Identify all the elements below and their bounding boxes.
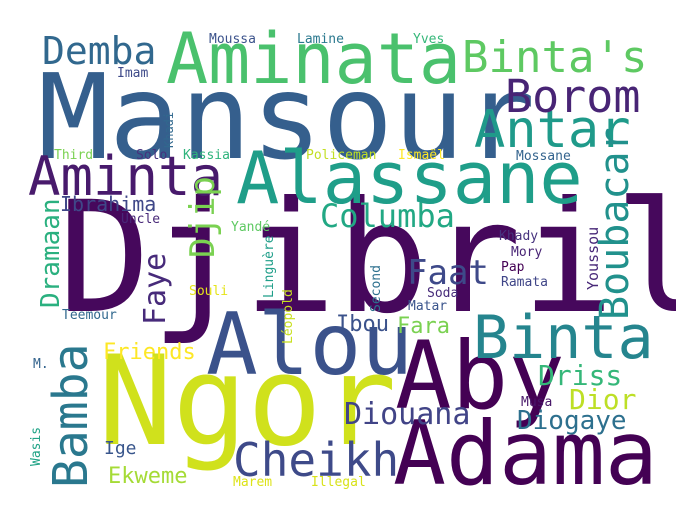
word-faye: Faye [138,252,173,325]
word-dior: Dior [569,383,637,416]
word-ismael: Ismaël [398,148,445,163]
word-yande: Yandé [231,220,271,235]
word-linguere: Linguère [262,235,277,298]
word-aby: Aby [395,322,565,431]
word-m: M. [33,357,49,372]
word-aminata: Aminata [166,18,462,100]
word-marem: Marem [233,475,273,490]
word-borom: Borom [505,70,641,123]
word-ibrahima: Ibrahima [60,192,157,216]
word-djip: Djip [183,176,223,258]
word-khadi: Khadi [162,111,176,148]
word-djibril: Djibril [58,169,676,348]
word-imam: Imam [117,66,149,81]
word-uncle: Uncle [121,212,161,227]
word-ibou: Ibou [336,312,389,337]
word-third: Third [54,148,94,163]
word-lamine: Lamine [297,32,344,47]
word-faat: Faat [407,253,489,293]
word-teemour: Teemour [62,308,117,323]
word-alou: Alou [206,295,414,395]
word-solo: Solo [136,148,168,163]
word-illegal: Illegal [311,475,366,490]
word-souli: Souli [189,284,229,299]
word-mory: Mory [511,245,543,260]
word-aminta: Aminta [28,145,224,208]
word-adama: Adama [393,402,658,505]
word-demba: Demba [42,29,157,73]
word-second: Second [369,265,384,312]
word-binta: Binta [473,303,654,373]
word-youssou: Youssou [584,226,602,290]
word-alassane: Alassane [236,136,583,220]
word-soda: Soda [427,286,459,301]
word-khady: Khady [499,229,539,244]
word-bintas: Binta's [462,32,648,83]
word-cheikh: Cheikh [233,433,400,487]
word-fara: Fara [397,314,450,339]
word-wasis: Wasis [29,426,44,466]
word-moussa: Moussa [209,32,256,47]
word-ngor: Ngor [98,330,397,474]
word-leopold: Léopold [281,289,296,344]
word-antar: Antar [474,100,631,160]
word-driss: Driss [538,359,623,392]
word-kassia: Kassia [183,148,230,163]
word-bamba: Bamba [43,343,99,489]
word-policeman: Policeman [306,148,377,163]
word-ramata: Ramata [501,275,548,290]
word-ekweme: Ekweme [108,464,188,489]
word-yves: Yves [413,32,445,47]
word-diouana: Diouana [344,397,471,432]
word-columba: Columba [320,197,455,235]
word-mossane: Mossane [516,149,571,164]
word-ige: Ige [104,438,137,459]
word-musa: Musa [521,395,553,410]
word-pap: Pap [501,260,525,275]
word-friends: Friends [103,340,196,365]
word-matar: Matar [408,299,448,314]
word-boubacar: Boubacar [592,127,638,320]
word-diogaye: Diogaye [517,406,627,436]
word-mansour: Mansour [38,48,536,186]
